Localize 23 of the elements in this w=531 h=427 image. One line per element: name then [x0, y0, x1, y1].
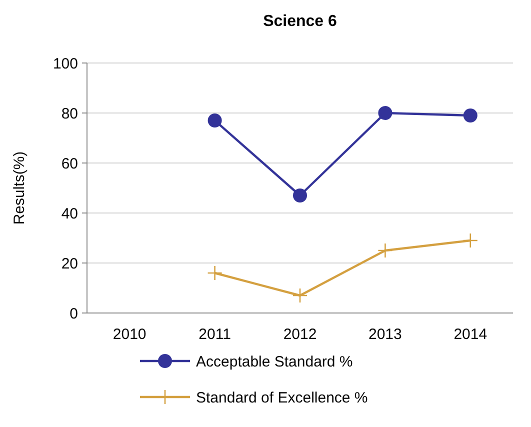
- y-tick-label: 80: [61, 105, 78, 122]
- point: [378, 242, 393, 258]
- y-axis-title: Results(%): [11, 151, 28, 225]
- point: [462, 232, 478, 248]
- point: [208, 114, 222, 128]
- point: [207, 265, 222, 281]
- x-tick-label: 2012: [283, 326, 317, 343]
- point: [463, 108, 478, 122]
- y-tick-label: 40: [61, 205, 78, 222]
- y-tick-label: 60: [61, 155, 78, 172]
- legend-label: Standard of Excellence %: [196, 389, 368, 406]
- point: [378, 106, 392, 120]
- x-tick-label: 2010: [112, 326, 146, 343]
- y-tick-label: 20: [61, 255, 78, 272]
- legend-label: Acceptable Standard %: [196, 353, 353, 370]
- y-tick-label: 100: [52, 55, 78, 72]
- point: [293, 188, 307, 202]
- point: [292, 288, 308, 304]
- x-tick-label: 2013: [368, 326, 402, 343]
- chart-title: Science 6: [263, 13, 338, 30]
- x-tick-label: 2011: [198, 326, 231, 343]
- y-tick-label: 0: [70, 305, 78, 322]
- x-tick-label: 2014: [454, 326, 488, 343]
